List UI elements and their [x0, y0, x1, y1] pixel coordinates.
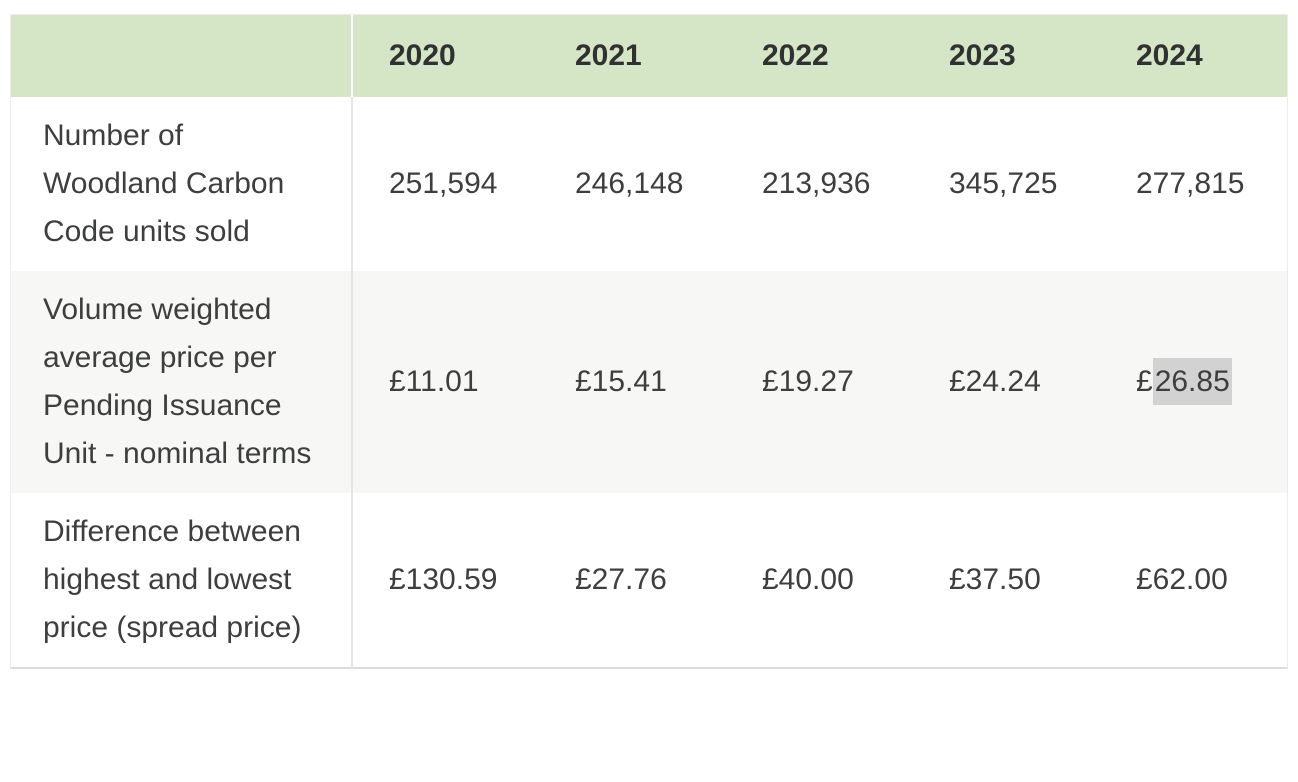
- data-cell: £26.85: [1100, 271, 1287, 493]
- data-cell: £15.41: [575, 365, 667, 398]
- data-cell: £24.24: [949, 365, 1041, 398]
- table-header-row: 2020 2021 2022 2023 2024: [11, 15, 1287, 97]
- data-cell: £130.59: [389, 563, 498, 596]
- year-column-header: 2020: [352, 15, 539, 97]
- row-label: Volume weighted average price per Pendin…: [11, 271, 353, 493]
- table-row: Number of Woodland Carbon Code units sol…: [11, 97, 1287, 271]
- year-column-header: 2023: [913, 15, 1100, 97]
- data-cell: £11.01: [389, 365, 479, 398]
- selected-text: 26.85: [1152, 358, 1232, 405]
- data-cell: 251,594: [389, 167, 498, 200]
- data-cell: £62.00: [1136, 563, 1228, 596]
- data-cell: 213,936: [762, 167, 871, 200]
- data-cell: 345,725: [949, 167, 1058, 200]
- table-row: Difference between highest and lowest pr…: [11, 493, 1287, 667]
- woodland-carbon-table-container: 2020 2021 2022 2023 2024 Number of Woodland …: [10, 14, 1288, 669]
- data-cell: £40.00: [762, 563, 854, 596]
- row-label: Number of Woodland Carbon Code units sol…: [11, 97, 353, 271]
- data-cell: £27.76: [575, 563, 667, 596]
- table-header: 2020 2021 2022 2023 2024: [11, 15, 1287, 97]
- year-column-header: 2024: [1100, 15, 1287, 97]
- table-body: Number of Woodland Carbon Code units sol…: [11, 97, 1287, 667]
- data-cell: 277,815: [1136, 167, 1245, 200]
- data-cell: 246,148: [575, 167, 684, 200]
- data-cell: £37.50: [949, 563, 1041, 596]
- year-column-header: 2022: [726, 15, 913, 97]
- row-label: Difference between highest and lowest pr…: [11, 493, 353, 667]
- data-cell: £19.27: [762, 365, 854, 398]
- year-column-header: 2021: [539, 15, 726, 97]
- table-row: Volume weighted average price per Pendin…: [11, 271, 1287, 493]
- corner-cell: [11, 15, 353, 97]
- woodland-carbon-table: 2020 2021 2022 2023 2024 Number of Woodland …: [11, 15, 1287, 667]
